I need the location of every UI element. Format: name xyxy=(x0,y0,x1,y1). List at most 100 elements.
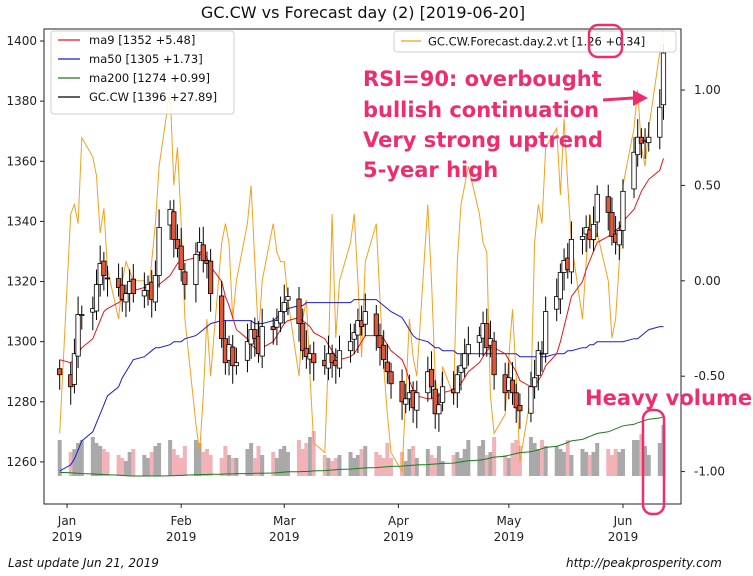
volume-bar xyxy=(591,452,596,476)
candle-body xyxy=(152,275,159,303)
x-tick-label: Jan xyxy=(57,514,77,528)
volume-bar xyxy=(223,446,228,476)
candle-body xyxy=(568,239,575,273)
candle-body xyxy=(303,347,309,358)
x-tick-label: Jun xyxy=(613,514,633,528)
volume-bar xyxy=(359,449,364,476)
volume-bar xyxy=(101,449,106,476)
volume-bar xyxy=(157,443,162,476)
candle-body xyxy=(281,302,287,312)
volume-bar xyxy=(613,449,618,476)
volume-bar xyxy=(146,458,151,476)
volume-bar xyxy=(595,443,600,476)
candle-body xyxy=(436,404,442,415)
candle-body xyxy=(635,136,641,156)
highlight-volume-box xyxy=(641,408,666,516)
candle-body xyxy=(381,344,387,361)
volume-bar xyxy=(193,440,198,476)
right-tick-label: 0.00 xyxy=(694,274,721,288)
candle-body xyxy=(362,311,368,325)
candle-body xyxy=(454,374,460,394)
volume-bar xyxy=(503,455,508,476)
candle-body xyxy=(130,278,136,294)
candle-body xyxy=(156,227,162,276)
highlight-circle-value xyxy=(587,23,624,59)
candle-body xyxy=(458,365,464,373)
volume-bar xyxy=(587,455,592,476)
volume-bar xyxy=(433,458,438,476)
volume-bar xyxy=(153,446,158,476)
volume-bar xyxy=(219,458,224,476)
volume-bar xyxy=(171,449,176,476)
volume-bars xyxy=(57,425,666,476)
candle-body xyxy=(557,272,563,300)
volume-bar xyxy=(230,458,235,476)
candle-body xyxy=(609,211,615,237)
candle-body xyxy=(200,244,206,261)
volume-bar xyxy=(123,461,128,476)
candle-body xyxy=(336,350,343,369)
volume-bar xyxy=(632,440,637,476)
volume-bar xyxy=(352,458,357,476)
candle-body xyxy=(141,290,147,297)
candle-body xyxy=(605,196,611,213)
candle-body xyxy=(355,320,361,336)
volume-bar xyxy=(245,449,250,476)
volume-bar xyxy=(403,461,408,476)
volume-bar xyxy=(657,443,662,476)
volume-bar xyxy=(536,449,541,476)
volume-bar xyxy=(249,443,254,476)
series-lines xyxy=(59,28,664,477)
candle-body xyxy=(174,239,181,249)
left-tick-label: 1300 xyxy=(6,335,37,349)
volume-bar xyxy=(120,458,125,476)
candle-body xyxy=(233,362,240,367)
candle-body xyxy=(399,380,405,403)
candle-body xyxy=(182,271,188,285)
candle-body xyxy=(285,296,291,301)
volume-bar xyxy=(175,455,180,476)
volume-bar xyxy=(282,446,287,476)
candle-body xyxy=(311,353,317,364)
volume-bar xyxy=(609,455,614,476)
volume-bar xyxy=(57,440,62,476)
x-tick-year: 2019 xyxy=(52,530,83,544)
candle-body xyxy=(119,284,125,300)
candle-body xyxy=(620,190,626,231)
legend-left: ma9 [1352 +5.48] ma50 [1305 +1.73] ma200 [… xyxy=(50,30,235,115)
volume-bar xyxy=(208,455,213,476)
volume-bar xyxy=(274,458,279,476)
volume-bar xyxy=(617,452,622,476)
forecast-line xyxy=(59,28,664,474)
volume-bar xyxy=(492,437,497,476)
candle-body xyxy=(543,311,549,355)
candle-body xyxy=(388,371,394,385)
candle-body xyxy=(104,277,111,280)
legend-box xyxy=(393,30,677,53)
volume-bar xyxy=(385,443,390,476)
candle-body xyxy=(594,193,600,223)
candle-body xyxy=(517,404,523,412)
candle-body xyxy=(403,398,409,405)
volume-bar xyxy=(330,461,335,476)
left-tick-label: 1400 xyxy=(6,34,37,48)
volume-bar xyxy=(414,458,419,476)
candle-body xyxy=(432,388,438,415)
volume-bar xyxy=(477,446,482,476)
volume-bar xyxy=(127,452,132,476)
candle-body xyxy=(277,311,284,324)
volume-bar xyxy=(201,452,206,476)
volume-bar xyxy=(322,455,327,476)
volume-bar xyxy=(514,440,519,476)
candle-body xyxy=(616,230,622,246)
volume-bar xyxy=(436,446,441,476)
plot-frame xyxy=(43,28,682,505)
candle-body xyxy=(646,136,652,144)
left-tick-label: 1360 xyxy=(6,154,37,168)
legend-right: GC.CW.Forecast.day.2.vt [1.26 +0.34] xyxy=(393,30,677,53)
candle-body xyxy=(57,368,63,376)
candle-body xyxy=(171,211,177,240)
candle-body xyxy=(528,386,534,414)
annotation-arrow-shaft xyxy=(602,96,634,102)
annotation-text: Heavy volume xyxy=(585,386,752,410)
